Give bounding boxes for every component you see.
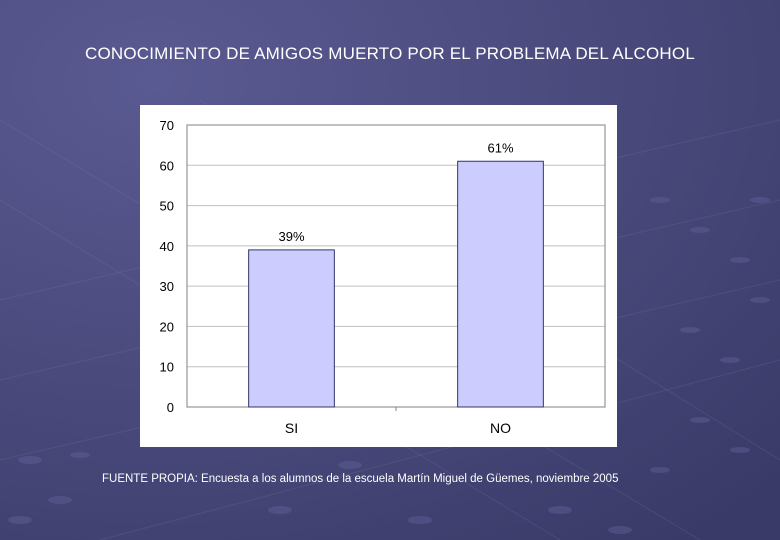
data-label: 39% (278, 229, 304, 244)
y-tick-label: 30 (160, 279, 174, 294)
bar-chart: 0 10 20 30 40 50 60 70 39% SI 61% NO (160, 118, 606, 436)
y-tick-label: 0 (167, 400, 174, 415)
x-tick-label: NO (490, 420, 511, 436)
y-tick-label: 20 (160, 319, 174, 334)
bar (457, 160, 544, 408)
x-tick-label: SI (285, 420, 298, 436)
chart-panel: 0 10 20 30 40 50 60 70 39% SI 61% NO (140, 105, 617, 447)
bar (248, 249, 335, 408)
y-tick-label: 40 (160, 239, 174, 254)
y-tick-label: 50 (160, 199, 174, 214)
data-label: 61% (487, 140, 513, 155)
source-note: FUENTE PROPIA: Encuesta a los alumnos de… (102, 473, 619, 485)
y-tick-label: 70 (160, 118, 174, 133)
y-tick-label: 10 (160, 360, 174, 375)
slide-title: CONOCIMIENTO DE AMIGOS MUERTO POR EL PRO… (84, 44, 695, 63)
y-tick-label: 60 (160, 158, 174, 173)
